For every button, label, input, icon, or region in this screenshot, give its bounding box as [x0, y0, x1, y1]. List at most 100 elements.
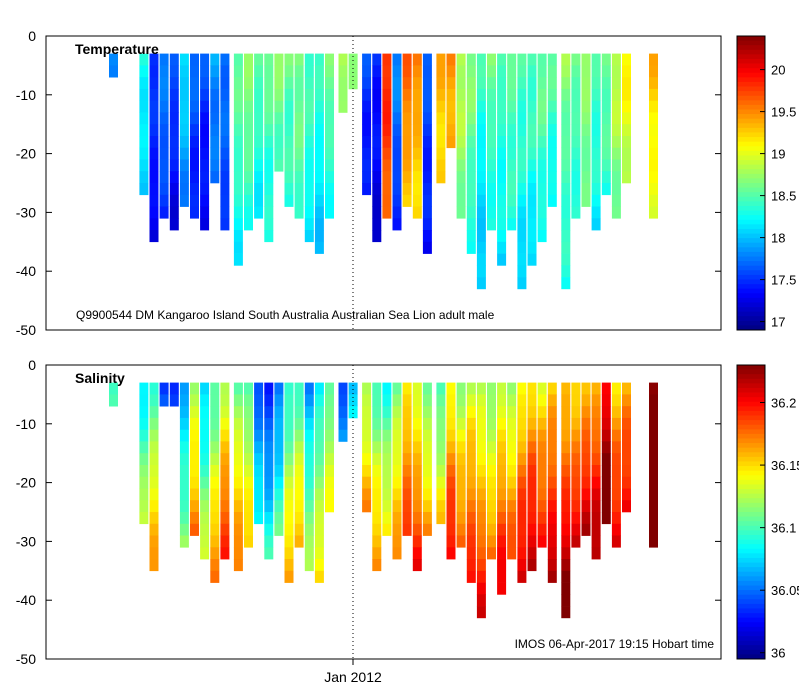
salinity-profile-cell	[611, 523, 621, 536]
salinity-profile-cell	[436, 453, 446, 466]
salinity-profile-cell	[382, 488, 392, 501]
salinity-profile	[372, 382, 382, 572]
salinity-profile-cell	[284, 441, 294, 454]
salinity-profile-cell	[571, 512, 581, 525]
temperature-profile-cell	[254, 112, 264, 125]
salinity-profile-cell	[601, 476, 611, 489]
temperature-profile-cell	[149, 230, 159, 243]
salinity-profile-cell	[284, 523, 294, 536]
temperature-profile-cell	[571, 124, 581, 137]
temperature-profile-cell	[233, 100, 243, 113]
temperature-profile-cell	[537, 53, 547, 66]
temperature-profile-cell	[210, 136, 220, 149]
salinity-profile-cell	[547, 382, 557, 395]
temperature-profile-cell	[244, 147, 253, 160]
temperature-profile-cell	[348, 65, 358, 78]
temperature-profile-cell	[169, 218, 179, 231]
temperature-colorbar-band	[737, 224, 765, 230]
temperature-profile-cell	[210, 124, 220, 137]
salinity-profile-cell	[611, 417, 621, 430]
salinity-profile-cell	[139, 476, 149, 489]
temperature-profile-cell	[517, 206, 527, 219]
temperature-profile-cell	[233, 136, 243, 149]
salinity-profile-cell	[304, 382, 314, 395]
temperature-profile-cell	[547, 159, 557, 172]
salinity-profile	[497, 382, 507, 595]
temperature-profile-cell	[372, 194, 382, 207]
salinity-profile-cell	[649, 523, 658, 536]
temperature-profile-cell	[571, 65, 581, 78]
salinity-profile	[264, 382, 274, 560]
temperature-profile-cell	[581, 183, 591, 196]
salinity-profile-cell	[497, 453, 507, 466]
temperature-profile-cell	[254, 194, 264, 207]
salinity-colorbar-band	[737, 580, 765, 586]
temperature-profile-cell	[169, 171, 179, 184]
salinity-profile-cell	[179, 535, 189, 548]
salinity-profile-cell	[304, 523, 314, 536]
salinity-profile-cell	[581, 441, 591, 454]
temperature-profile	[254, 53, 264, 219]
salinity-profile-cell	[254, 453, 264, 466]
salinity-colorbar-band	[737, 397, 765, 403]
salinity-profile-cell	[591, 488, 601, 501]
salinity-profile-cell	[456, 453, 466, 466]
temperature-profile-cell	[362, 147, 372, 160]
temperature-profile-cell	[372, 183, 382, 196]
temperature-profile-cell	[537, 206, 547, 219]
salinity-profile-cell	[159, 382, 169, 395]
salinity-profile-cell	[382, 382, 392, 395]
temperature-profile-cell	[304, 147, 314, 160]
temperature-profile-cell	[159, 136, 169, 149]
temperature-profile-cell	[422, 194, 432, 207]
salinity-profile-cell	[139, 512, 149, 525]
salinity-profile-cell	[244, 394, 253, 407]
salinity-profile-cell	[284, 453, 294, 466]
salinity-profile-cell	[233, 417, 243, 430]
salinity-profile-cell	[264, 547, 274, 560]
temperature-profile-cell	[382, 124, 392, 137]
temperature-profile-cell	[497, 230, 507, 243]
temperature-profile-cell	[476, 53, 486, 66]
salinity-colorbar-band	[737, 415, 765, 421]
salinity-colorbar-band	[737, 479, 765, 485]
salinity-profile-cell	[649, 429, 658, 442]
salinity-profile-cell	[200, 512, 210, 525]
temperature-profile-cell	[456, 77, 466, 90]
temperature-profile	[210, 53, 220, 184]
temperature-profile-cell	[200, 136, 210, 149]
salinity-profile-cell	[611, 535, 621, 548]
salinity-profile-cell	[200, 523, 210, 536]
temperature-profile	[244, 53, 253, 231]
salinity-colorbar-band	[737, 424, 765, 430]
salinity-profile-cell	[392, 394, 402, 407]
salinity-profile	[622, 382, 631, 513]
salinity-profile-cell	[392, 417, 402, 430]
temperature-profile-cell	[571, 183, 581, 196]
temperature-profile-cell	[561, 265, 571, 278]
temperature-profile-cell	[244, 65, 253, 78]
temperature-profile-cell	[611, 77, 621, 90]
salinity-profile-cell	[179, 406, 189, 419]
temperature-profile-cell	[200, 65, 210, 78]
temperature-profile-cell	[392, 194, 402, 207]
temperature-profile-cell	[220, 159, 230, 172]
temperature-profile-cell	[527, 218, 537, 231]
salinity-profile-cell	[649, 488, 658, 501]
salinity-profile-cell	[210, 523, 220, 536]
salinity-profile-cell	[264, 453, 274, 466]
salinity-profile-cell	[591, 394, 601, 407]
temperature-profile-cell	[169, 77, 179, 90]
salinity-profile-cell	[392, 488, 402, 501]
temperature-profile-cell	[294, 112, 304, 125]
temperature-profile-cell	[507, 136, 517, 149]
temperature-profile-cell	[517, 194, 527, 207]
salinity-profile-cell	[149, 523, 159, 536]
temperature-profile-cell	[304, 194, 314, 207]
salinity-profile-cell	[466, 406, 476, 419]
temperature-profile	[517, 53, 527, 290]
temperature-profile-cell	[497, 77, 507, 90]
temperature-profile	[591, 53, 601, 231]
temperature-colorbar-band	[737, 95, 765, 101]
temperature-profile-cell	[537, 183, 547, 196]
